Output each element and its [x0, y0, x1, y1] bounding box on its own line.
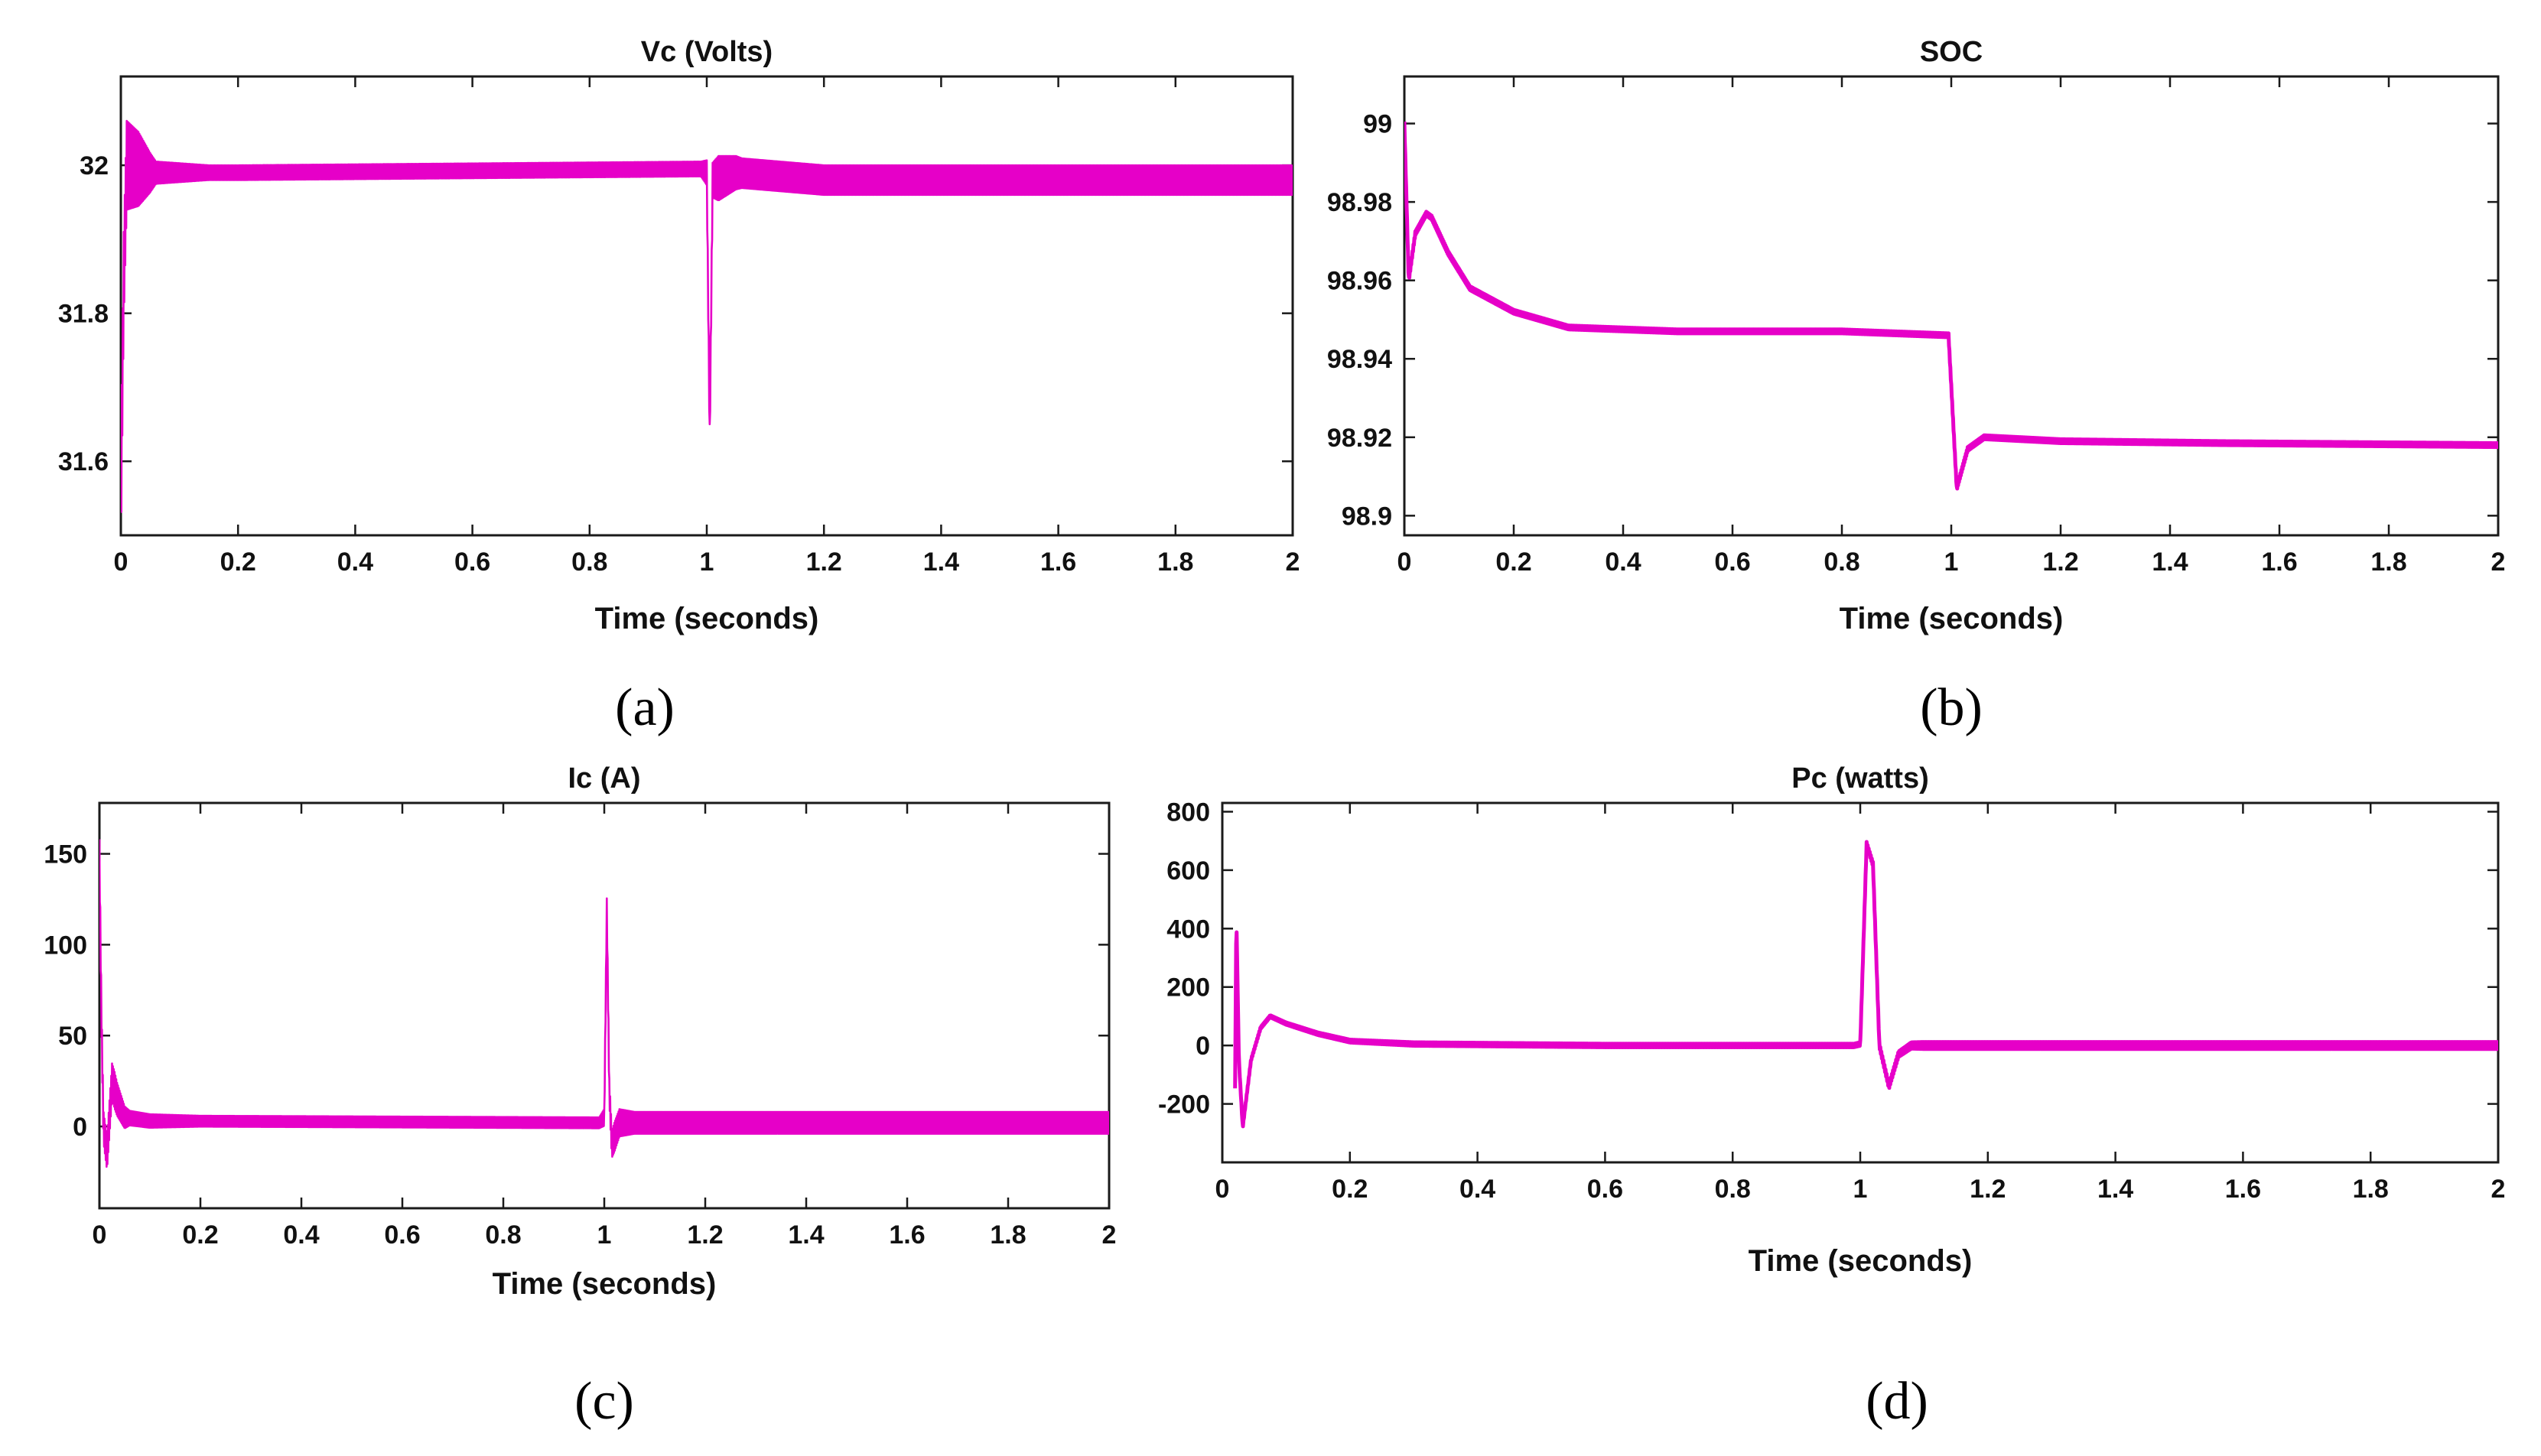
plot-area-c — [98, 801, 1111, 1210]
x-tick-label-a: 0 — [114, 548, 129, 577]
x-tick-label-d: 0.4 — [1459, 1175, 1495, 1204]
x-tick-label-a: 1 — [700, 548, 714, 577]
chart-title-d: Pc (watts) — [1791, 762, 1928, 795]
x-tick-label-b: 0 — [1397, 548, 1412, 577]
y-tick-label-b: 98.9 — [1342, 502, 1392, 531]
x-tick-label-b: 1.4 — [2152, 548, 2188, 577]
x-tick-label-c: 0.6 — [384, 1220, 420, 1250]
x-tick-label-a: 2 — [1286, 548, 1300, 577]
chart-d: Pc (watts) 0 0.2 0.4 0.6 0.8 1 1.2 1.4 1.6 1.8 2 -20… — [1158, 762, 2506, 1431]
panel-caption-c: (c) — [574, 1372, 634, 1431]
x-axis-label-a: Time (seconds) — [595, 602, 819, 635]
x-tick-label-a: 1.6 — [1040, 548, 1076, 577]
y-tick-label-d: 400 — [1166, 915, 1210, 944]
y-tick-label-a: 31.6 — [58, 447, 109, 476]
x-tick-label-b: 0.6 — [1714, 548, 1750, 577]
x-tick-label-c: 1.2 — [687, 1220, 723, 1250]
y-tick-label-c: 50 — [58, 1022, 87, 1051]
y-tick-label-d: 800 — [1166, 798, 1210, 827]
x-tick-label-a: 1.2 — [806, 548, 842, 577]
x-tick-label-d: 0.8 — [1715, 1175, 1751, 1204]
x-tick-label-a: 0.6 — [454, 548, 490, 577]
x-axis-label-d: Time (seconds) — [1749, 1244, 1973, 1278]
chart-title-b: SOC — [1920, 36, 1983, 68]
series-line-c-ic — [99, 839, 1109, 1168]
x-tick-label-c: 2 — [1102, 1220, 1117, 1250]
y-tick-label-d: -200 — [1158, 1090, 1210, 1120]
plot-area-d — [1221, 801, 2500, 1164]
x-tick-label-c: 1 — [597, 1220, 612, 1250]
x-tick-label-b: 0.8 — [1824, 548, 1859, 577]
x-tick-label-b: 1 — [1944, 548, 1959, 577]
x-tick-label-a: 0.2 — [220, 548, 256, 577]
y-tick-label-d: 200 — [1166, 973, 1210, 1003]
chart-b: SOC 0 0.2 0.4 0.6 0.8 1 1.2 1.4 1.6 1.8 2 98.9 98.92 9… — [1327, 36, 2506, 737]
x-tick-label-a: 0.4 — [337, 548, 373, 577]
plot-area-a — [119, 75, 1294, 537]
x-tick-label-c: 0 — [93, 1220, 107, 1250]
series-line-d-pc — [1233, 840, 2498, 1129]
x-tick-label-b: 2 — [2491, 548, 2506, 577]
panel-caption-b: (b) — [1920, 678, 1983, 737]
chart-title-a: Vc (Volts) — [641, 36, 773, 68]
series-line-b-soc — [1404, 121, 2498, 491]
x-tick-label-b: 1.8 — [2370, 548, 2406, 577]
x-tick-label-d: 2 — [2491, 1175, 2506, 1204]
y-tick-label-b: 98.94 — [1327, 345, 1392, 374]
y-tick-label-c: 100 — [44, 931, 87, 960]
y-tick-label-d: 0 — [1196, 1032, 1210, 1061]
x-axis-label-b: Time (seconds) — [1840, 602, 2064, 635]
x-tick-label-a: 0.8 — [571, 548, 607, 577]
x-tick-label-c: 1.6 — [889, 1220, 925, 1250]
y-tick-label-b: 98.96 — [1327, 267, 1392, 296]
x-tick-label-c: 1.8 — [990, 1220, 1026, 1250]
series-line-a-vc — [121, 119, 1293, 513]
chart-c: Ic (A) 0 0.2 0.4 0.6 0.8 1 1.2 1.4 1.6 1.8 2 0 50 100 1… — [44, 762, 1116, 1431]
panel-caption-a: (a) — [615, 678, 675, 737]
panel-caption-d: (d) — [1866, 1372, 1928, 1431]
x-tick-label-d: 1 — [1853, 1175, 1868, 1204]
x-tick-label-d: 1.8 — [2353, 1175, 2389, 1204]
y-tick-label-a: 32 — [80, 151, 109, 180]
chart-a: Vc (Volts) 0 0.2 0.4 0.6 0.8 1 1.2 1.4 1.6 1.8 2 31.… — [58, 36, 1300, 737]
x-tick-label-c: 0.2 — [182, 1220, 218, 1250]
x-axis-label-c: Time (seconds) — [493, 1267, 717, 1301]
y-tick-label-b: 99 — [1363, 110, 1392, 139]
x-tick-label-a: 1.8 — [1157, 548, 1193, 577]
chart-title-c: Ic (A) — [568, 762, 641, 795]
x-tick-label-c: 0.8 — [485, 1220, 521, 1250]
y-tick-label-b: 98.98 — [1327, 188, 1392, 217]
y-tick-label-a: 31.8 — [58, 300, 109, 329]
x-tick-label-b: 0.2 — [1495, 548, 1531, 577]
x-tick-label-b: 0.4 — [1605, 548, 1641, 577]
x-tick-label-c: 0.4 — [283, 1220, 319, 1250]
x-tick-label-c: 1.4 — [788, 1220, 824, 1250]
x-tick-label-b: 1.2 — [2042, 548, 2078, 577]
x-tick-label-d: 1.6 — [2225, 1175, 2261, 1204]
x-tick-label-d: 1.2 — [1970, 1175, 2006, 1204]
x-tick-label-d: 1.4 — [2097, 1175, 2133, 1204]
y-tick-label-b: 98.92 — [1327, 424, 1392, 453]
x-tick-label-d: 0.2 — [1332, 1175, 1368, 1204]
y-tick-label-d: 600 — [1166, 856, 1210, 886]
charts-group: Vc (Volts) 0 0.2 0.4 0.6 0.8 1 1.2 1.4 1.6 1.8 2 31.… — [44, 36, 2505, 1431]
y-tick-label-c: 0 — [73, 1113, 87, 1142]
plot-area-b — [1403, 75, 2500, 537]
x-tick-label-d: 0 — [1215, 1175, 1230, 1204]
x-tick-label-b: 1.6 — [2261, 548, 2297, 577]
x-tick-label-a: 1.4 — [923, 548, 959, 577]
y-tick-label-c: 150 — [44, 840, 87, 869]
x-tick-label-d: 0.6 — [1587, 1175, 1623, 1204]
